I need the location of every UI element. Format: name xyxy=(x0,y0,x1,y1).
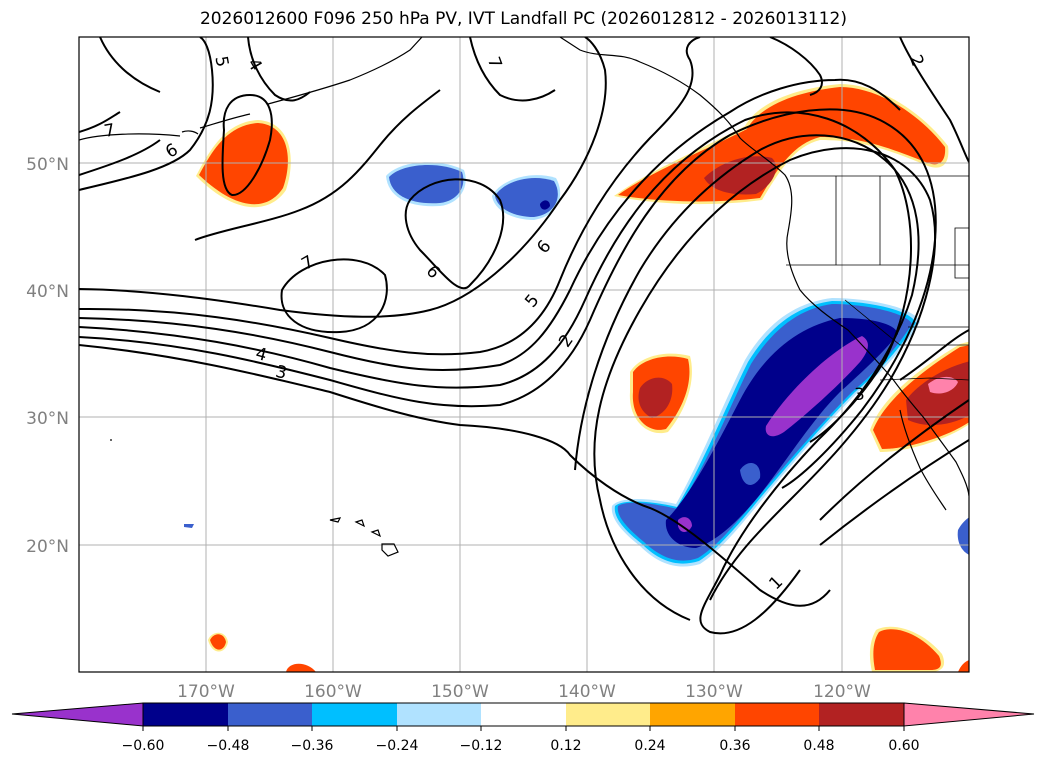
contour-label: 7 xyxy=(103,120,117,142)
contour-6 xyxy=(79,37,701,356)
contour-label: 3 xyxy=(854,385,865,405)
colorbar-outline xyxy=(142,702,905,727)
political-borders xyxy=(786,175,969,381)
colorbar-bin xyxy=(566,703,650,726)
coastlines xyxy=(79,37,969,557)
negative-anomaly-north xyxy=(184,162,561,528)
colorbar-bin xyxy=(312,703,397,726)
contour-1-outer xyxy=(593,147,937,621)
lon-label: 120°W xyxy=(813,682,871,702)
shading-layer xyxy=(184,84,969,672)
colorbar-tick: −0.48 xyxy=(207,738,250,754)
contour-label: 4 xyxy=(253,344,269,366)
lat-label: 40°N xyxy=(26,282,69,302)
colorbar-tick: 0.36 xyxy=(719,738,750,754)
negative-anomaly-main xyxy=(611,298,969,567)
latitude-labels: 50°N 40°N 30°N 20°N xyxy=(26,155,69,557)
contour-7-top xyxy=(469,37,556,102)
contour-6-loop xyxy=(404,178,505,290)
lon-label: 160°W xyxy=(304,682,362,702)
contour-6-ul xyxy=(79,139,161,176)
colorbar-tick: −0.24 xyxy=(376,738,419,754)
contour-label: 3 xyxy=(273,362,289,384)
colorbar-tick: −0.36 xyxy=(291,738,334,754)
colorbar-tick: 0.48 xyxy=(803,738,834,754)
contour-2-top xyxy=(769,37,823,96)
positive-anomaly-midpacific xyxy=(629,353,692,434)
contour-4 xyxy=(79,111,912,443)
colorbar-bin xyxy=(143,703,228,726)
contour-7-ul xyxy=(99,37,161,93)
contour-5 xyxy=(79,78,901,372)
colorbar-bin xyxy=(819,703,904,726)
colorbar-bin xyxy=(481,703,566,726)
colorbar: −0.60 −0.48 −0.36 −0.24 −0.12 0.12 0.24 … xyxy=(11,702,1035,754)
contour-4-top xyxy=(247,37,311,102)
colorbar-bin xyxy=(735,703,819,726)
pv-contours xyxy=(79,37,969,635)
contour-3-b xyxy=(79,108,937,489)
lat-label: 30°N xyxy=(26,409,69,429)
contour-3-west xyxy=(79,344,831,607)
colorbar-tick: 0.24 xyxy=(634,738,665,754)
contour-7-loop xyxy=(280,258,388,334)
contour-7-big xyxy=(194,89,441,241)
contour-label: 5 xyxy=(210,54,232,68)
colorbar-extend-high xyxy=(903,702,1035,727)
lat-label: 20°N xyxy=(26,537,69,557)
contour-se xyxy=(819,399,969,521)
positive-anomaly-small xyxy=(208,626,969,672)
graticule xyxy=(79,37,969,672)
colorbar-bin xyxy=(397,703,481,726)
contour-e xyxy=(899,329,969,381)
lat-label: 50°N xyxy=(26,155,69,175)
contour-2-ne xyxy=(899,37,969,163)
positive-anomaly-gulf xyxy=(196,120,291,208)
lon-label: 130°W xyxy=(685,682,743,702)
colorbar-tick: −0.12 xyxy=(460,738,503,754)
contour-upper-loop xyxy=(79,37,214,191)
contour-7-left xyxy=(79,111,121,133)
contour-5-loop xyxy=(221,93,273,197)
contour-1-south xyxy=(574,134,920,635)
positive-anomaly-baja xyxy=(870,341,969,452)
colorbar-extend-low xyxy=(11,702,144,727)
colorbar-tick: 0.12 xyxy=(550,738,581,754)
lon-label: 140°W xyxy=(558,682,616,702)
colorbar-tick: 0.60 xyxy=(888,738,919,754)
colorbar-tick: −0.60 xyxy=(122,738,165,754)
map-frame xyxy=(78,36,970,673)
longitude-labels: 170°W 160°W 150°W 140°W 130°W 120°W xyxy=(177,682,871,702)
map-title: 2026012600 F096 250 hPa PV, IVT Landfall… xyxy=(199,9,847,29)
colorbar-bin xyxy=(228,703,312,726)
contour-se-2 xyxy=(819,439,969,546)
colorbar-bin xyxy=(650,703,735,726)
contour-2 xyxy=(79,37,607,318)
lon-label: 150°W xyxy=(431,682,489,702)
lon-label: 170°W xyxy=(177,682,235,702)
